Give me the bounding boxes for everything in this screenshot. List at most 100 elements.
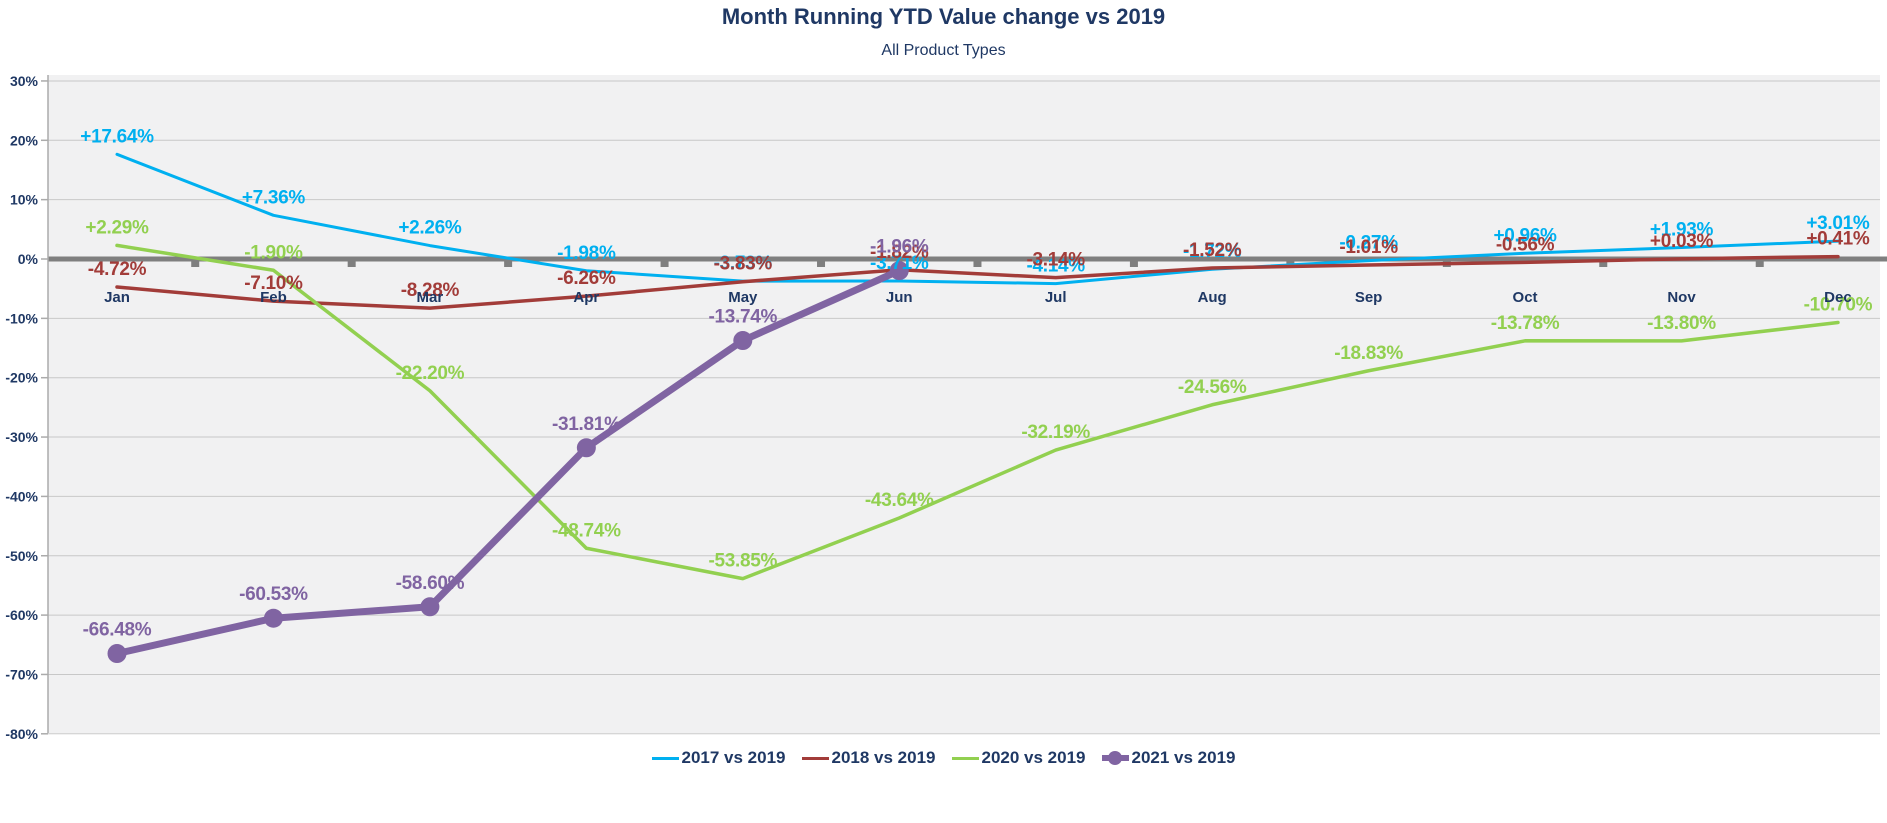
y-axis-label: -10% [5,310,38,326]
data-label: -1.72% [1183,241,1242,262]
x-axis-label: Oct [1513,289,1538,306]
data-label: +0.96% [1493,225,1557,246]
data-label: -1.52% [1183,240,1242,261]
series-line-2017-vs-2019 [115,152,1840,286]
x-axis-label: Feb [260,289,287,306]
chart-title: Month Running YTD Value change vs 2019 [721,4,1166,29]
x-axis-label: May [728,289,758,306]
y-axis-label: -40% [5,488,38,504]
plot-background [48,75,1880,733]
y-axis-label: -20% [5,370,38,386]
data-label: -31.81% [552,414,621,435]
legend-label: 2017 vs 2019 [681,748,786,767]
y-axis-label: -30% [5,429,38,445]
data-label: +17.64% [80,126,154,147]
x-axis-label: Apr [573,289,599,306]
series-marker [420,597,440,617]
series-line-2020-vs-2019 [115,243,1840,581]
data-label: -8.28% [401,280,460,301]
data-label: -3.83% [714,254,773,275]
data-label: -1.90% [244,242,303,263]
data-label: -1.98% [557,243,616,264]
data-label: -60.53% [239,584,308,605]
legend-swatch [801,756,829,760]
x-axis-tick [1129,261,1138,267]
legend-item-2017-vs-2019: 2017 vs 2019 [651,748,786,768]
x-axis-label: Sep [1355,289,1383,306]
series-marker [576,438,596,458]
legend-swatch [1101,751,1129,765]
data-label: -18.83% [1334,343,1403,364]
data-label: +7.36% [242,187,306,208]
data-label: +0.41% [1806,229,1870,250]
data-label: -32.19% [1021,422,1090,443]
legend-label: 2018 vs 2019 [831,748,936,767]
x-axis-label: Nov [1667,289,1696,306]
data-label: -4.72% [88,259,147,280]
chart-legend: 2017 vs 2019 2018 vs 2019 2020 vs 2019 2021… [0,748,1887,768]
y-axis-label: 0% [18,251,39,267]
data-label: -4.14% [1026,256,1085,277]
x-axis-label: Aug [1198,289,1227,306]
data-label: -13.74% [708,307,777,328]
x-axis-label: Jul [1045,289,1067,306]
x-axis-tick [191,261,200,267]
x-axis-label: Jun [886,289,913,306]
x-axis-tick [1755,261,1764,267]
data-label: -0.56% [1496,234,1555,255]
y-axis-label: -60% [5,607,38,623]
data-label: -24.56% [1178,377,1247,398]
series-line-2021-vs-2019 [113,267,903,658]
x-axis-label: Dec [1824,289,1852,306]
y-axis-label: -50% [5,548,38,564]
x-axis-tick [660,261,669,267]
legend-marker-dot [1108,751,1122,765]
y-axis-label: -80% [5,726,38,742]
legend-item-2021-vs-2019: 2021 vs 2019 [1101,748,1236,768]
x-axis-label: Jan [104,289,130,306]
data-label: +2.29% [85,217,149,238]
series-marker [889,261,909,281]
series-marker [733,331,753,351]
data-label: +0.03% [1650,231,1714,252]
series-line-2018-vs-2019 [115,254,1840,310]
data-label: -22.20% [396,363,465,384]
data-label: -66.48% [83,620,152,641]
chart-subtitle: All Product Types [881,42,1006,59]
x-axis-tick [347,261,356,267]
legend-item-2020-vs-2019: 2020 vs 2019 [951,748,1086,768]
data-label: -1.82% [870,242,929,263]
data-label: -0.27% [1339,233,1398,254]
y-axis-label: -70% [5,666,38,682]
data-label: -58.60% [396,573,465,594]
data-label: +2.26% [398,218,462,239]
y-axis-label: 20% [10,132,39,148]
data-label: -1.96% [870,237,929,258]
legend-swatch [651,756,679,760]
data-label: -6.26% [557,268,616,289]
data-label: -1.01% [1339,237,1398,258]
legend-item-2018-vs-2019: 2018 vs 2019 [801,748,936,768]
data-label: -13.78% [1491,313,1560,334]
data-label: +3.01% [1806,213,1870,234]
series-marker [107,644,127,664]
data-label: -3.73% [714,253,773,274]
y-axis-label: 30% [10,73,39,89]
legend-label: 2020 vs 2019 [981,748,1086,767]
data-label: -53.85% [708,551,777,572]
x-axis-tick [817,261,826,267]
series-marker [263,608,283,628]
x-axis-tick [1599,261,1608,267]
legend-label: 2021 vs 2019 [1131,748,1236,767]
x-axis-tick [504,261,513,267]
data-label: -10.70% [1804,295,1873,316]
legend-swatch [951,756,979,760]
data-label: -48.74% [552,520,621,541]
data-label: -43.64% [865,490,934,511]
x-axis-label: Mar [417,289,444,306]
data-label: -3.71% [870,253,929,274]
data-label: +1.93% [1650,220,1714,241]
data-label: -13.80% [1647,313,1716,334]
